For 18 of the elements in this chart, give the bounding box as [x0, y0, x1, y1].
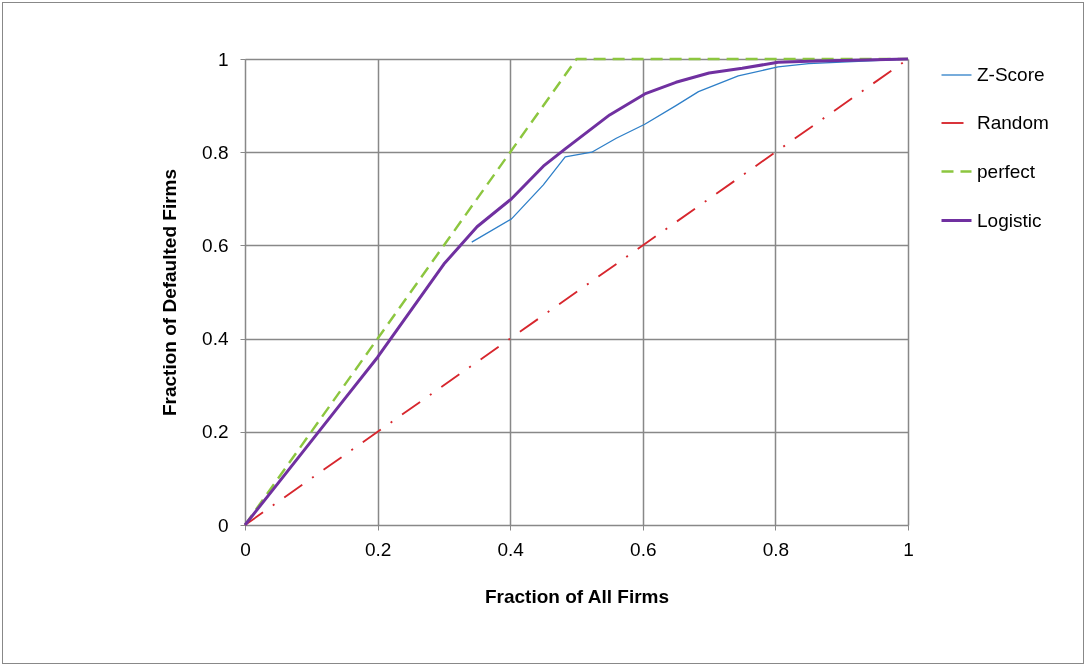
x-tick-label: 0.8: [762, 538, 790, 560]
x-tick-label: 0: [240, 538, 251, 560]
legend-label: Logistic: [977, 209, 1042, 231]
legend-label: Random: [977, 112, 1049, 133]
y-tick-label: 0.6: [202, 234, 229, 256]
x-axis-title: Fraction of All Firms: [484, 585, 670, 607]
y-tick-label: 0.4: [202, 328, 229, 350]
y-tick-label: 0.2: [202, 421, 229, 443]
y-tick-label: 0: [217, 514, 229, 536]
x-tick-label: 0.6: [630, 538, 657, 560]
y-tick-label: 1: [217, 48, 229, 70]
x-tick-label: 1: [903, 538, 914, 560]
x-tick-label: 0.2: [364, 538, 392, 560]
legend-label: perfect: [977, 160, 1036, 182]
x-tick-label: 0.4: [497, 538, 525, 560]
y-axis-title: Fraction of Defaulted Firms: [159, 168, 181, 417]
y-tick-label: 0.8: [202, 141, 229, 163]
legend-label: Z-Score: [977, 64, 1045, 85]
